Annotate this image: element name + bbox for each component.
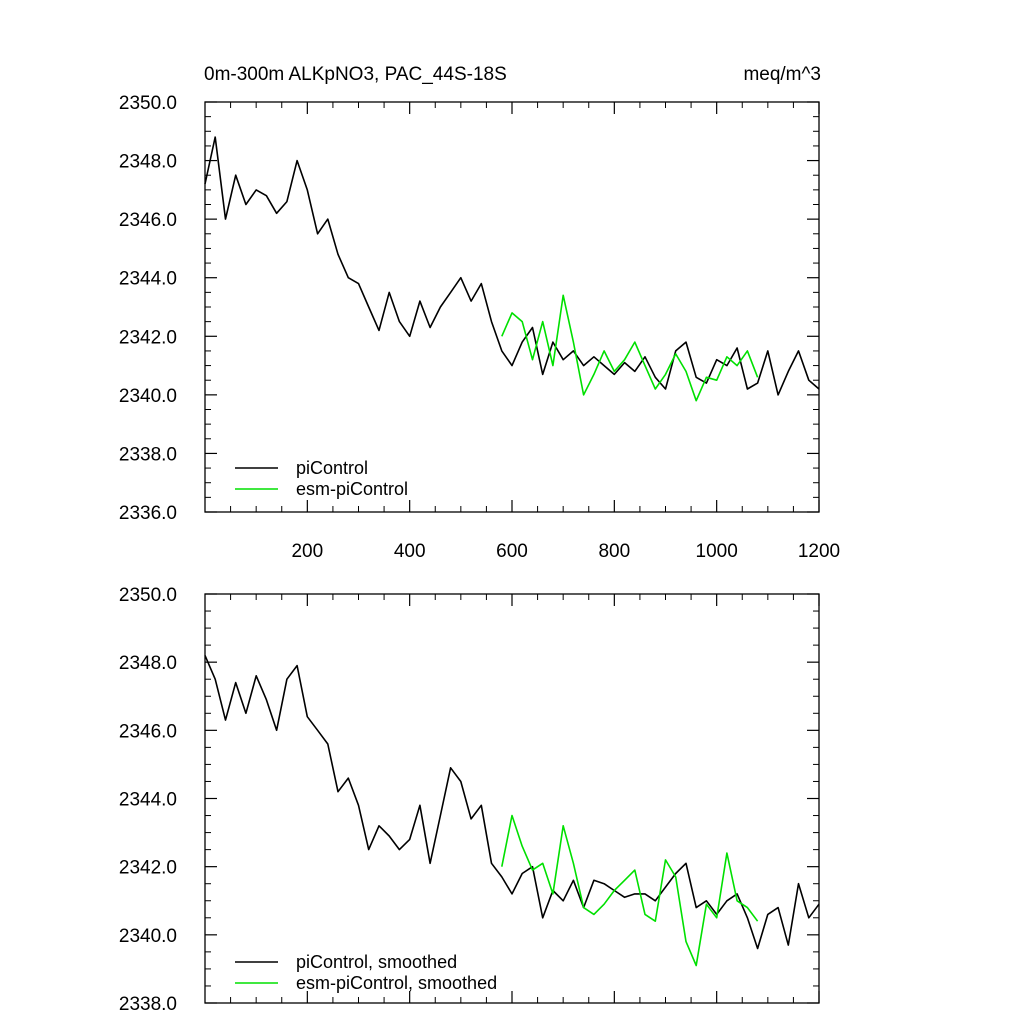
bottom-legend-label-picontrol: piControl, smoothed [296, 952, 457, 972]
top-x-tick-label: 1200 [798, 541, 840, 562]
top-legend-label-picontrol: piControl [296, 458, 368, 478]
bottom-y-tick-label: 2344.0 [119, 790, 177, 811]
bottom-series-line-esm-picontrol [501, 814, 759, 967]
top-y-tick-label: 2346.0 [119, 210, 177, 231]
units-label: meq/m^3 [743, 64, 821, 85]
top-y-tick-label: 2344.0 [119, 269, 177, 290]
bottom-legend-label-esm-picontrol: esm-piControl, smoothed [296, 973, 497, 993]
top-x-tick-label: 400 [394, 541, 426, 562]
bottom-y-tick-label: 2346.0 [119, 721, 177, 742]
top-x-tick-label: 600 [496, 541, 528, 562]
bottom-y-tick-label: 2350.0 [119, 585, 177, 606]
top-y-tick-label: 2342.0 [119, 327, 177, 348]
top-x-tick-label: 800 [598, 541, 630, 562]
chart-title: 0m-300m ALKpNO3, PAC_44S-18S [204, 64, 507, 85]
top-series-line-picontrol [204, 136, 820, 396]
top-x-tick-label: 200 [291, 541, 323, 562]
bottom-plot-frame [204, 593, 820, 1004]
bottom-y-tick-label: 2338.0 [119, 994, 177, 1015]
top-legend-label-esm-picontrol: esm-piControl [296, 479, 408, 499]
top-y-tick-label: 2340.0 [119, 386, 177, 407]
top-y-tick-label: 2336.0 [119, 503, 177, 524]
top-x-tick-label: 1000 [696, 541, 738, 562]
bottom-y-tick-label: 2348.0 [119, 653, 177, 674]
bottom-y-tick-label: 2342.0 [119, 858, 177, 879]
top-y-tick-label: 2338.0 [119, 444, 177, 465]
bottom-series-line-picontrol [204, 655, 820, 950]
top-y-tick-label: 2350.0 [119, 93, 177, 114]
top-series-line-esm-picontrol [501, 294, 759, 402]
bottom-y-tick-label: 2340.0 [119, 926, 177, 947]
top-y-tick-label: 2348.0 [119, 152, 177, 173]
